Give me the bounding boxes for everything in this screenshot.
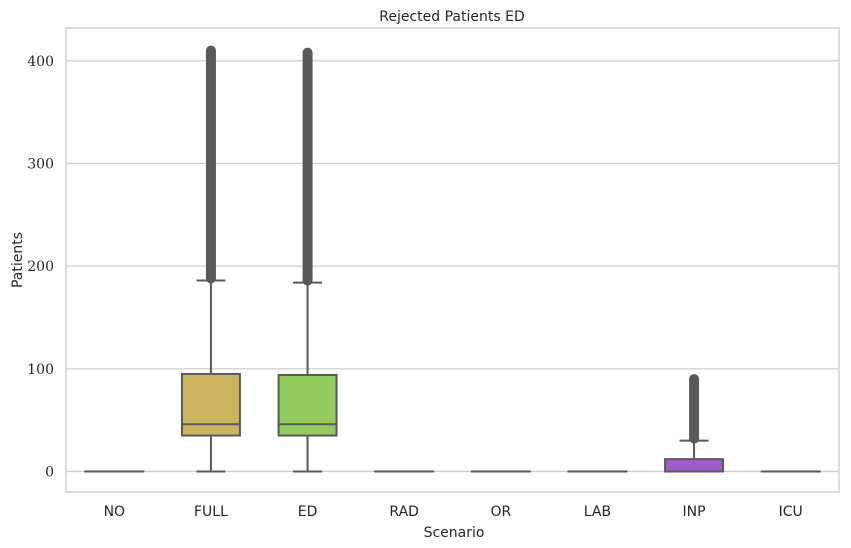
y-tick-label: 100 bbox=[27, 362, 54, 378]
box-ed bbox=[277, 47, 338, 473]
boxes bbox=[84, 45, 821, 473]
plot-frame bbox=[65, 27, 840, 493]
x-tick-label: ED bbox=[298, 504, 318, 520]
box-full bbox=[180, 45, 241, 473]
x-tick-label: NO bbox=[104, 504, 126, 520]
x-tick-labels: NO FULL ED RAD OR LAB INP ICU bbox=[104, 504, 803, 520]
x-tick-label: ICU bbox=[779, 504, 803, 520]
x-tick-label: OR bbox=[490, 504, 511, 520]
y-tick-label: 0 bbox=[45, 464, 54, 480]
x-axis-label: Scenario bbox=[424, 525, 485, 541]
y-tick-label: 400 bbox=[27, 54, 54, 70]
chart-title: Rejected Patients ED bbox=[379, 9, 524, 25]
box-inp bbox=[664, 374, 725, 473]
iqr-box bbox=[277, 373, 338, 437]
iqr-box bbox=[664, 458, 725, 473]
x-tick-label: LAB bbox=[584, 504, 611, 520]
y-axis-label: Patients bbox=[10, 232, 26, 288]
y-tick-label: 300 bbox=[27, 157, 54, 173]
x-tick-label: FULL bbox=[194, 504, 228, 520]
x-tick-label: RAD bbox=[389, 504, 419, 520]
iqr-box bbox=[180, 372, 241, 437]
y-tick-label: 200 bbox=[27, 259, 54, 275]
y-tick-labels: 0 100 200 300 400 bbox=[27, 54, 54, 481]
x-tick-label: INP bbox=[683, 504, 706, 520]
